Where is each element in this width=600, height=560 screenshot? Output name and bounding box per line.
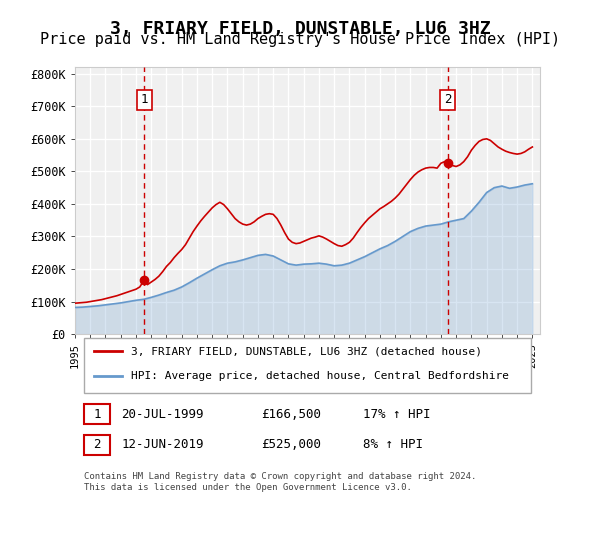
Text: £525,000: £525,000 — [261, 438, 321, 451]
FancyBboxPatch shape — [84, 338, 531, 393]
Text: 8% ↑ HPI: 8% ↑ HPI — [364, 438, 424, 451]
Text: 12-JUN-2019: 12-JUN-2019 — [121, 438, 204, 451]
Text: 3, FRIARY FIELD, DUNSTABLE, LU6 3HZ: 3, FRIARY FIELD, DUNSTABLE, LU6 3HZ — [110, 20, 490, 38]
Text: 2: 2 — [444, 94, 451, 106]
Text: 17% ↑ HPI: 17% ↑ HPI — [364, 408, 431, 421]
FancyBboxPatch shape — [84, 404, 110, 424]
FancyBboxPatch shape — [84, 435, 110, 455]
Text: 1: 1 — [93, 408, 101, 421]
Text: Price paid vs. HM Land Registry's House Price Index (HPI): Price paid vs. HM Land Registry's House … — [40, 32, 560, 48]
Text: 3, FRIARY FIELD, DUNSTABLE, LU6 3HZ (detached house): 3, FRIARY FIELD, DUNSTABLE, LU6 3HZ (det… — [131, 347, 482, 356]
Text: 20-JUL-1999: 20-JUL-1999 — [121, 408, 204, 421]
Text: 1: 1 — [140, 94, 148, 106]
Text: Contains HM Land Registry data © Crown copyright and database right 2024.
This d: Contains HM Land Registry data © Crown c… — [84, 472, 476, 492]
Text: £166,500: £166,500 — [261, 408, 321, 421]
Text: 2: 2 — [93, 438, 101, 451]
Text: HPI: Average price, detached house, Central Bedfordshire: HPI: Average price, detached house, Cent… — [131, 371, 509, 381]
